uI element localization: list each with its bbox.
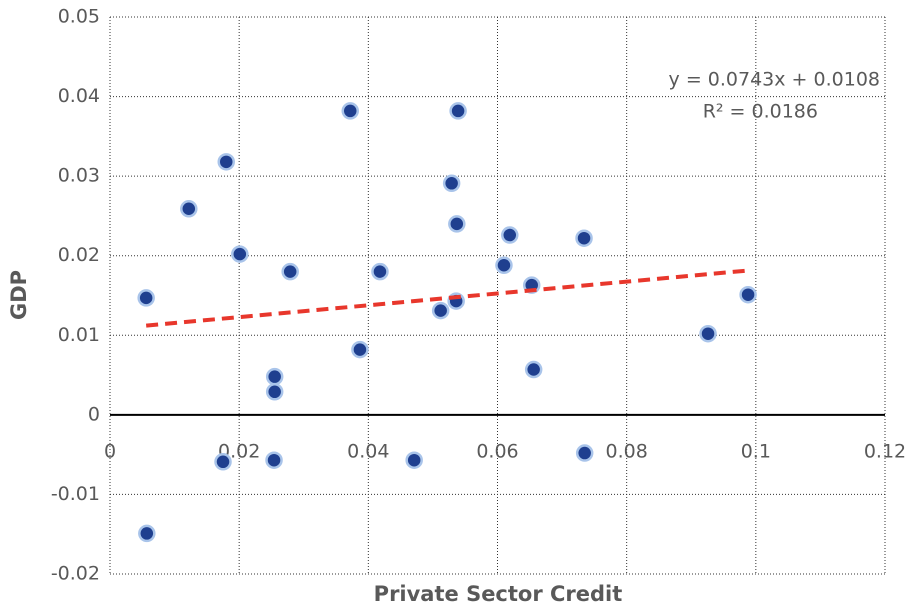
- point: [138, 524, 156, 543]
- point: [405, 451, 423, 469]
- point: [699, 324, 717, 343]
- y-tick-label: -0.02: [51, 563, 100, 585]
- point: [449, 102, 467, 120]
- x-tick-label: 0.12: [864, 440, 906, 462]
- trendline-equation: y = 0.0743x + 0.0108: [669, 69, 880, 91]
- y-tick-label: 0.05: [58, 6, 100, 28]
- y-tick-label: 0: [88, 403, 100, 425]
- point: [431, 301, 450, 320]
- point: [137, 289, 155, 307]
- y-tick-label: 0.04: [58, 85, 100, 107]
- point: [351, 340, 369, 359]
- x-tick-label: 0.1: [741, 440, 771, 462]
- y-tick-label: 0.02: [58, 244, 100, 266]
- x-axis-title: Private Sector Credit: [374, 582, 623, 606]
- point: [501, 226, 519, 244]
- point: [180, 200, 198, 218]
- y-tick-label: 0.01: [58, 324, 100, 346]
- point: [524, 360, 543, 379]
- point: [214, 453, 232, 471]
- x-tick-label: 0.08: [606, 440, 648, 462]
- trendline-r2: R² = 0.0186: [703, 101, 818, 123]
- point: [575, 229, 593, 247]
- point: [217, 153, 235, 171]
- point: [495, 256, 513, 275]
- point: [371, 262, 389, 281]
- point: [341, 102, 359, 120]
- point: [575, 444, 594, 462]
- trendline: [145, 268, 749, 328]
- point: [265, 451, 283, 469]
- point: [739, 285, 757, 304]
- point: [448, 215, 466, 233]
- x-tick-label: 0.04: [347, 440, 389, 462]
- y-tick-label: 0.03: [58, 165, 100, 187]
- x-tick-label: 0.06: [476, 440, 518, 462]
- point: [231, 245, 249, 263]
- point: [281, 262, 299, 281]
- point: [265, 367, 284, 386]
- y-tick-label: -0.01: [51, 483, 100, 505]
- point: [442, 174, 461, 193]
- point: [265, 383, 284, 401]
- x-tick-label: 0: [104, 440, 116, 462]
- y-axis-title: GDP: [7, 270, 31, 320]
